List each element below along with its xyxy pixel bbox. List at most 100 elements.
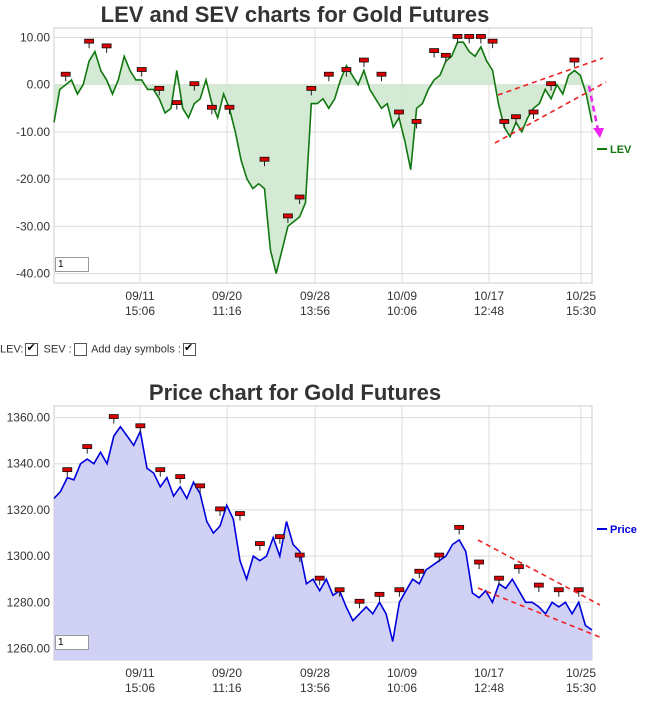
sev-checkbox[interactable]	[73, 343, 87, 356]
day-symbol	[499, 119, 510, 124]
y-tick-label: 1320.00	[7, 503, 51, 517]
price-legend: Price	[597, 524, 637, 536]
day-symbol	[135, 423, 146, 429]
x-tick-date: 10/09	[387, 666, 417, 680]
y-tick-label: 1360.00	[7, 411, 51, 425]
lev-upper-trend-line	[497, 57, 604, 96]
x-tick-time: 10:06	[387, 681, 417, 695]
day-symbol	[454, 524, 465, 530]
day-symbol	[283, 213, 293, 219]
day-symbol	[60, 71, 71, 77]
day-symbol	[259, 156, 270, 162]
price-lower-trend-line	[477, 587, 603, 639]
day-symbol	[189, 81, 200, 87]
lev-forecast-arrow-line	[587, 85, 600, 131]
x-tick-date: 10/17	[474, 666, 504, 680]
y-tick-label: 1260.00	[7, 641, 51, 655]
day-symbol	[108, 414, 119, 419]
day-symbols-checkbox[interactable]	[182, 341, 196, 356]
day-symbol	[155, 467, 166, 473]
lev-grid	[53, 27, 593, 284]
day-symbol	[224, 104, 235, 110]
day-symbol	[511, 114, 521, 120]
day-symbol	[429, 48, 440, 54]
price-upper-trend-line	[477, 539, 601, 606]
day-symbol	[101, 43, 112, 49]
day-symbol	[494, 575, 504, 581]
day-symbol	[255, 541, 265, 546]
x-tick-time: 15:06	[125, 681, 155, 695]
day-symbol	[334, 587, 345, 593]
day-symbol	[314, 575, 325, 581]
lev-chart-title: LEV and SEV charts for Gold Futures	[100, 2, 490, 27]
x-tick-time: 13:56	[300, 681, 330, 695]
chart-controls: LEV: SEV : Add day symbols :	[0, 341, 198, 356]
price-zoom-input[interactable]: 1	[55, 635, 89, 650]
day-symbol	[354, 598, 365, 604]
lev-forecast-arrowhead	[593, 128, 604, 138]
y-tick-label: -30.00	[16, 219, 50, 233]
y-tick-label: 1300.00	[7, 549, 51, 563]
x-tick-time: 11:16	[212, 681, 241, 695]
x-tick-date: 09/28	[300, 666, 330, 680]
day-symbol	[84, 38, 94, 44]
y-tick-label: 1340.00	[7, 457, 51, 471]
x-tick-date: 10/17	[474, 289, 504, 303]
day-symbol	[341, 67, 352, 72]
price-grid	[53, 405, 593, 661]
lev-legend: LEV	[597, 144, 632, 156]
day-symbol	[487, 38, 498, 44]
day-symbol	[440, 52, 451, 58]
lev-zoom-input[interactable]: 1	[55, 257, 89, 272]
day-symbol	[528, 109, 539, 115]
day-symbol	[175, 474, 186, 479]
day-symbol	[82, 444, 93, 449]
bot-area-fill	[54, 426, 592, 660]
day-symbol	[394, 587, 405, 593]
x-tick-time: 15:30	[566, 681, 596, 695]
bot-series-line	[53, 425, 593, 642]
day-symbol	[235, 511, 245, 516]
y-tick-label: 10.00	[20, 30, 50, 44]
day-symbol	[569, 57, 580, 63]
top-area-fill	[54, 42, 592, 274]
day-symbol	[323, 71, 334, 77]
day-symbol	[394, 109, 404, 115]
lev-checkbox[interactable]	[25, 341, 39, 356]
top-series-line	[53, 41, 593, 274]
day-symbol	[464, 34, 475, 39]
day-symbol	[411, 119, 422, 124]
day-symbol	[274, 534, 285, 540]
lev-label: LEV:	[0, 343, 24, 356]
day-symbol	[359, 57, 369, 63]
top-frame	[53, 27, 593, 284]
day-symbol	[294, 552, 305, 558]
y-tick-label: -10.00	[16, 125, 50, 139]
x-tick-time: 13:56	[300, 304, 330, 318]
day-symbol	[306, 85, 317, 91]
y-tick-label: -20.00	[16, 172, 50, 186]
x-tick-date: 09/11	[125, 289, 154, 303]
day-symbol	[206, 104, 217, 110]
day-symbol	[62, 467, 73, 473]
x-tick-date: 09/20	[212, 289, 242, 303]
x-tick-time: 12:48	[474, 681, 504, 695]
y-tick-label: 0.00	[27, 78, 51, 92]
lev-legend-label: LEV	[610, 144, 632, 156]
x-tick-date: 10/09	[387, 289, 417, 303]
day-symbol	[136, 67, 147, 72]
day-symbol	[452, 34, 463, 39]
x-tick-time: 12:48	[474, 304, 504, 318]
day-symbol	[553, 587, 564, 593]
day-symbol	[171, 100, 182, 105]
x-tick-date: 09/20	[212, 666, 242, 680]
sev-label: SEV :	[43, 343, 72, 356]
day-symbol	[376, 71, 387, 77]
y-tick-label: -40.00	[16, 267, 50, 281]
day-symbol	[514, 564, 524, 570]
day-symbol	[434, 552, 445, 558]
price-plot-area	[53, 414, 603, 660]
price-y-axis: 1360.00 1340.00 1320.00 1300.00 1280.00 1260.…	[7, 411, 51, 656]
